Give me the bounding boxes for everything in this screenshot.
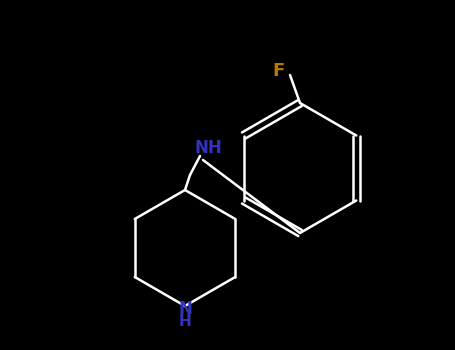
Text: F: F <box>272 62 284 80</box>
Text: H: H <box>179 315 192 329</box>
Text: N: N <box>178 300 192 318</box>
Text: NH: NH <box>195 139 223 157</box>
